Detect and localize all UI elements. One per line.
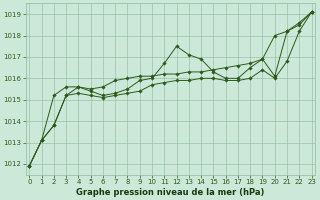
- X-axis label: Graphe pression niveau de la mer (hPa): Graphe pression niveau de la mer (hPa): [76, 188, 265, 197]
